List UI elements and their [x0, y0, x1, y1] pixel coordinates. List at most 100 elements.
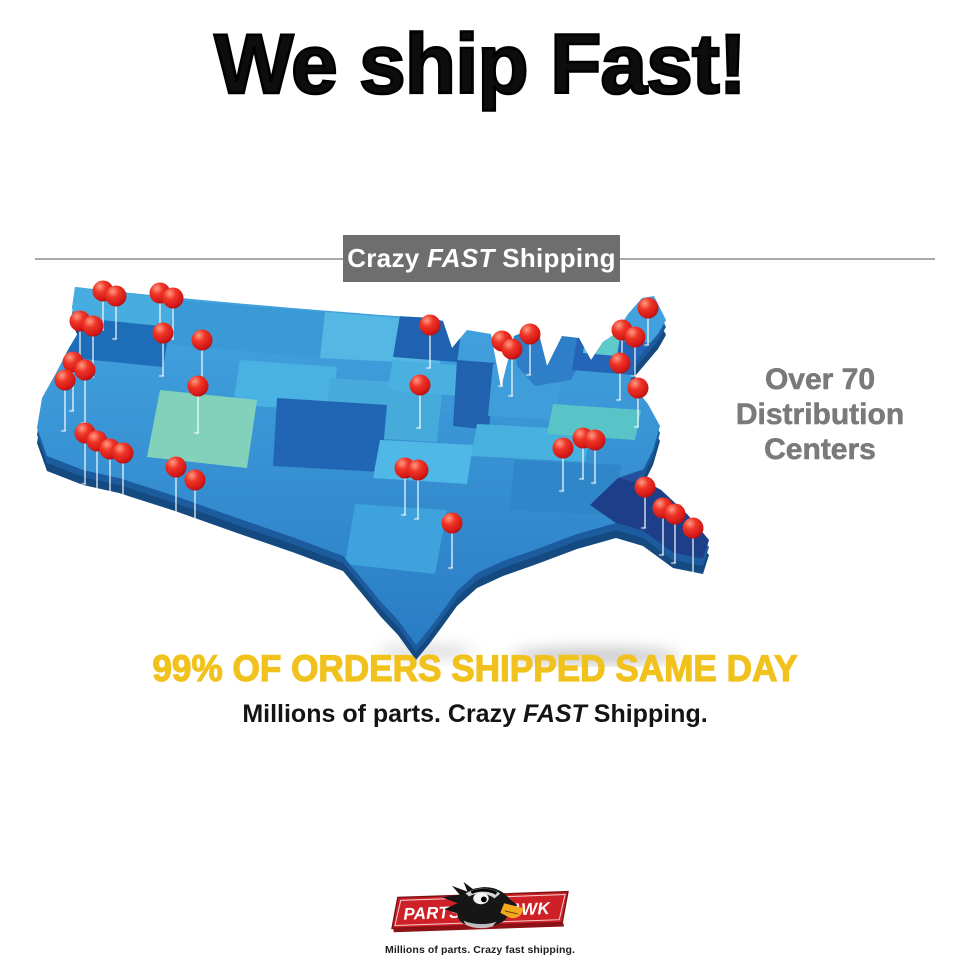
pin-stem [109, 456, 111, 500]
map-pin [609, 352, 631, 374]
pin-stem [511, 356, 513, 396]
pin-stem [92, 333, 94, 377]
map-pin [441, 512, 463, 534]
subline-text: Millions of parts. Crazy [242, 700, 523, 728]
map-pin [682, 517, 704, 539]
pin-stem [404, 475, 406, 515]
pin-stem [451, 530, 453, 568]
pin-base [105, 498, 112, 502]
pin-base [400, 513, 407, 517]
pin-base [670, 561, 677, 565]
subline-emph: FAST [522, 700, 587, 728]
map-pin [184, 469, 206, 491]
pin-base [60, 429, 67, 433]
map-pin [519, 323, 541, 345]
pin-stem [692, 535, 694, 573]
pin-base [193, 431, 200, 435]
pin-stem [529, 341, 531, 375]
map-pin [152, 322, 174, 344]
pin-stem [634, 344, 636, 376]
map-pin [162, 287, 184, 309]
pin-stem [201, 347, 203, 385]
map-pin [82, 315, 104, 337]
pin-heads [54, 280, 704, 539]
pin-base [688, 571, 695, 575]
subline-text-2: Shipping. [586, 700, 708, 728]
pin-stem [64, 387, 66, 431]
pin-stem [197, 393, 199, 433]
logo-graphic: PARTS HAWK [391, 882, 569, 933]
same-day-banner: 99% OF ORDERS SHIPPED SAME DAY [152, 647, 798, 689]
pin-base [658, 553, 665, 557]
pin-stem [159, 300, 161, 330]
pin-stem [619, 370, 621, 400]
pin-stem [662, 515, 664, 555]
map-pin [112, 442, 134, 464]
pin-base [525, 373, 532, 377]
pin-stem [115, 303, 117, 339]
florida-patch [590, 478, 709, 559]
pin-base [507, 394, 514, 398]
ribbon-text: Crazy [347, 243, 428, 273]
pin-stem [175, 474, 177, 514]
map-shadow [377, 644, 680, 665]
pin-stem [162, 340, 164, 376]
pin-stem [102, 298, 104, 330]
pin-stem [417, 477, 419, 519]
pin-base [640, 526, 647, 530]
map-pin [664, 503, 686, 525]
pin-base [590, 481, 597, 485]
hawk-icon [442, 882, 524, 929]
map-pin [187, 375, 209, 397]
map-pin [634, 476, 656, 498]
pin-stem [84, 377, 86, 423]
map-pin [105, 285, 127, 307]
pin-base [68, 409, 75, 413]
map-pin [501, 338, 523, 360]
pin-base [643, 343, 650, 347]
logo-tagline: Millions of parts. Crazy fast shipping. [385, 944, 576, 956]
pin-stem [79, 328, 81, 368]
pin-base [118, 500, 125, 504]
pin-base [578, 477, 585, 481]
pin-stem [621, 337, 623, 367]
pin-stem [429, 332, 431, 368]
pin-stem [674, 521, 676, 563]
map-pin [409, 374, 431, 396]
map-pin [165, 456, 187, 478]
pin-base [80, 482, 87, 486]
pin-stems [60, 298, 695, 575]
pin-stem [72, 369, 74, 411]
pin-stem [96, 448, 98, 494]
headline: We ship Fast! [213, 16, 748, 113]
pin-base [630, 374, 637, 378]
pin-base [447, 566, 454, 570]
pin-base [413, 517, 420, 521]
pin-stem [582, 445, 584, 479]
pin-stem [172, 305, 174, 339]
map-pin [74, 359, 96, 381]
pin-stem [194, 487, 196, 529]
subline: Millions of parts. Crazy FAST Shipping. [0, 700, 950, 729]
logo-brand-left: PARTS [403, 903, 461, 924]
pin-base [497, 384, 504, 388]
pin-base [558, 489, 565, 493]
pin-base [633, 425, 640, 429]
us-distribution-map [37, 280, 709, 665]
map-pin [54, 369, 76, 391]
pin-stem [637, 395, 639, 427]
pin-base [171, 512, 178, 516]
shipping-ribbon: Crazy FAST Shipping [343, 235, 620, 282]
ribbon-emph: FAST [427, 243, 495, 273]
note-line-2: Distribution [735, 398, 905, 432]
pin-base [425, 366, 432, 370]
map-pin [407, 459, 429, 481]
pin-base [415, 426, 422, 430]
distribution-note: Over 70 Distribution Centers [700, 362, 940, 467]
pin-base [111, 337, 118, 341]
pin-stem [562, 455, 564, 491]
map-pin [552, 437, 574, 459]
map-pin [637, 297, 659, 319]
pin-stem [594, 447, 596, 483]
